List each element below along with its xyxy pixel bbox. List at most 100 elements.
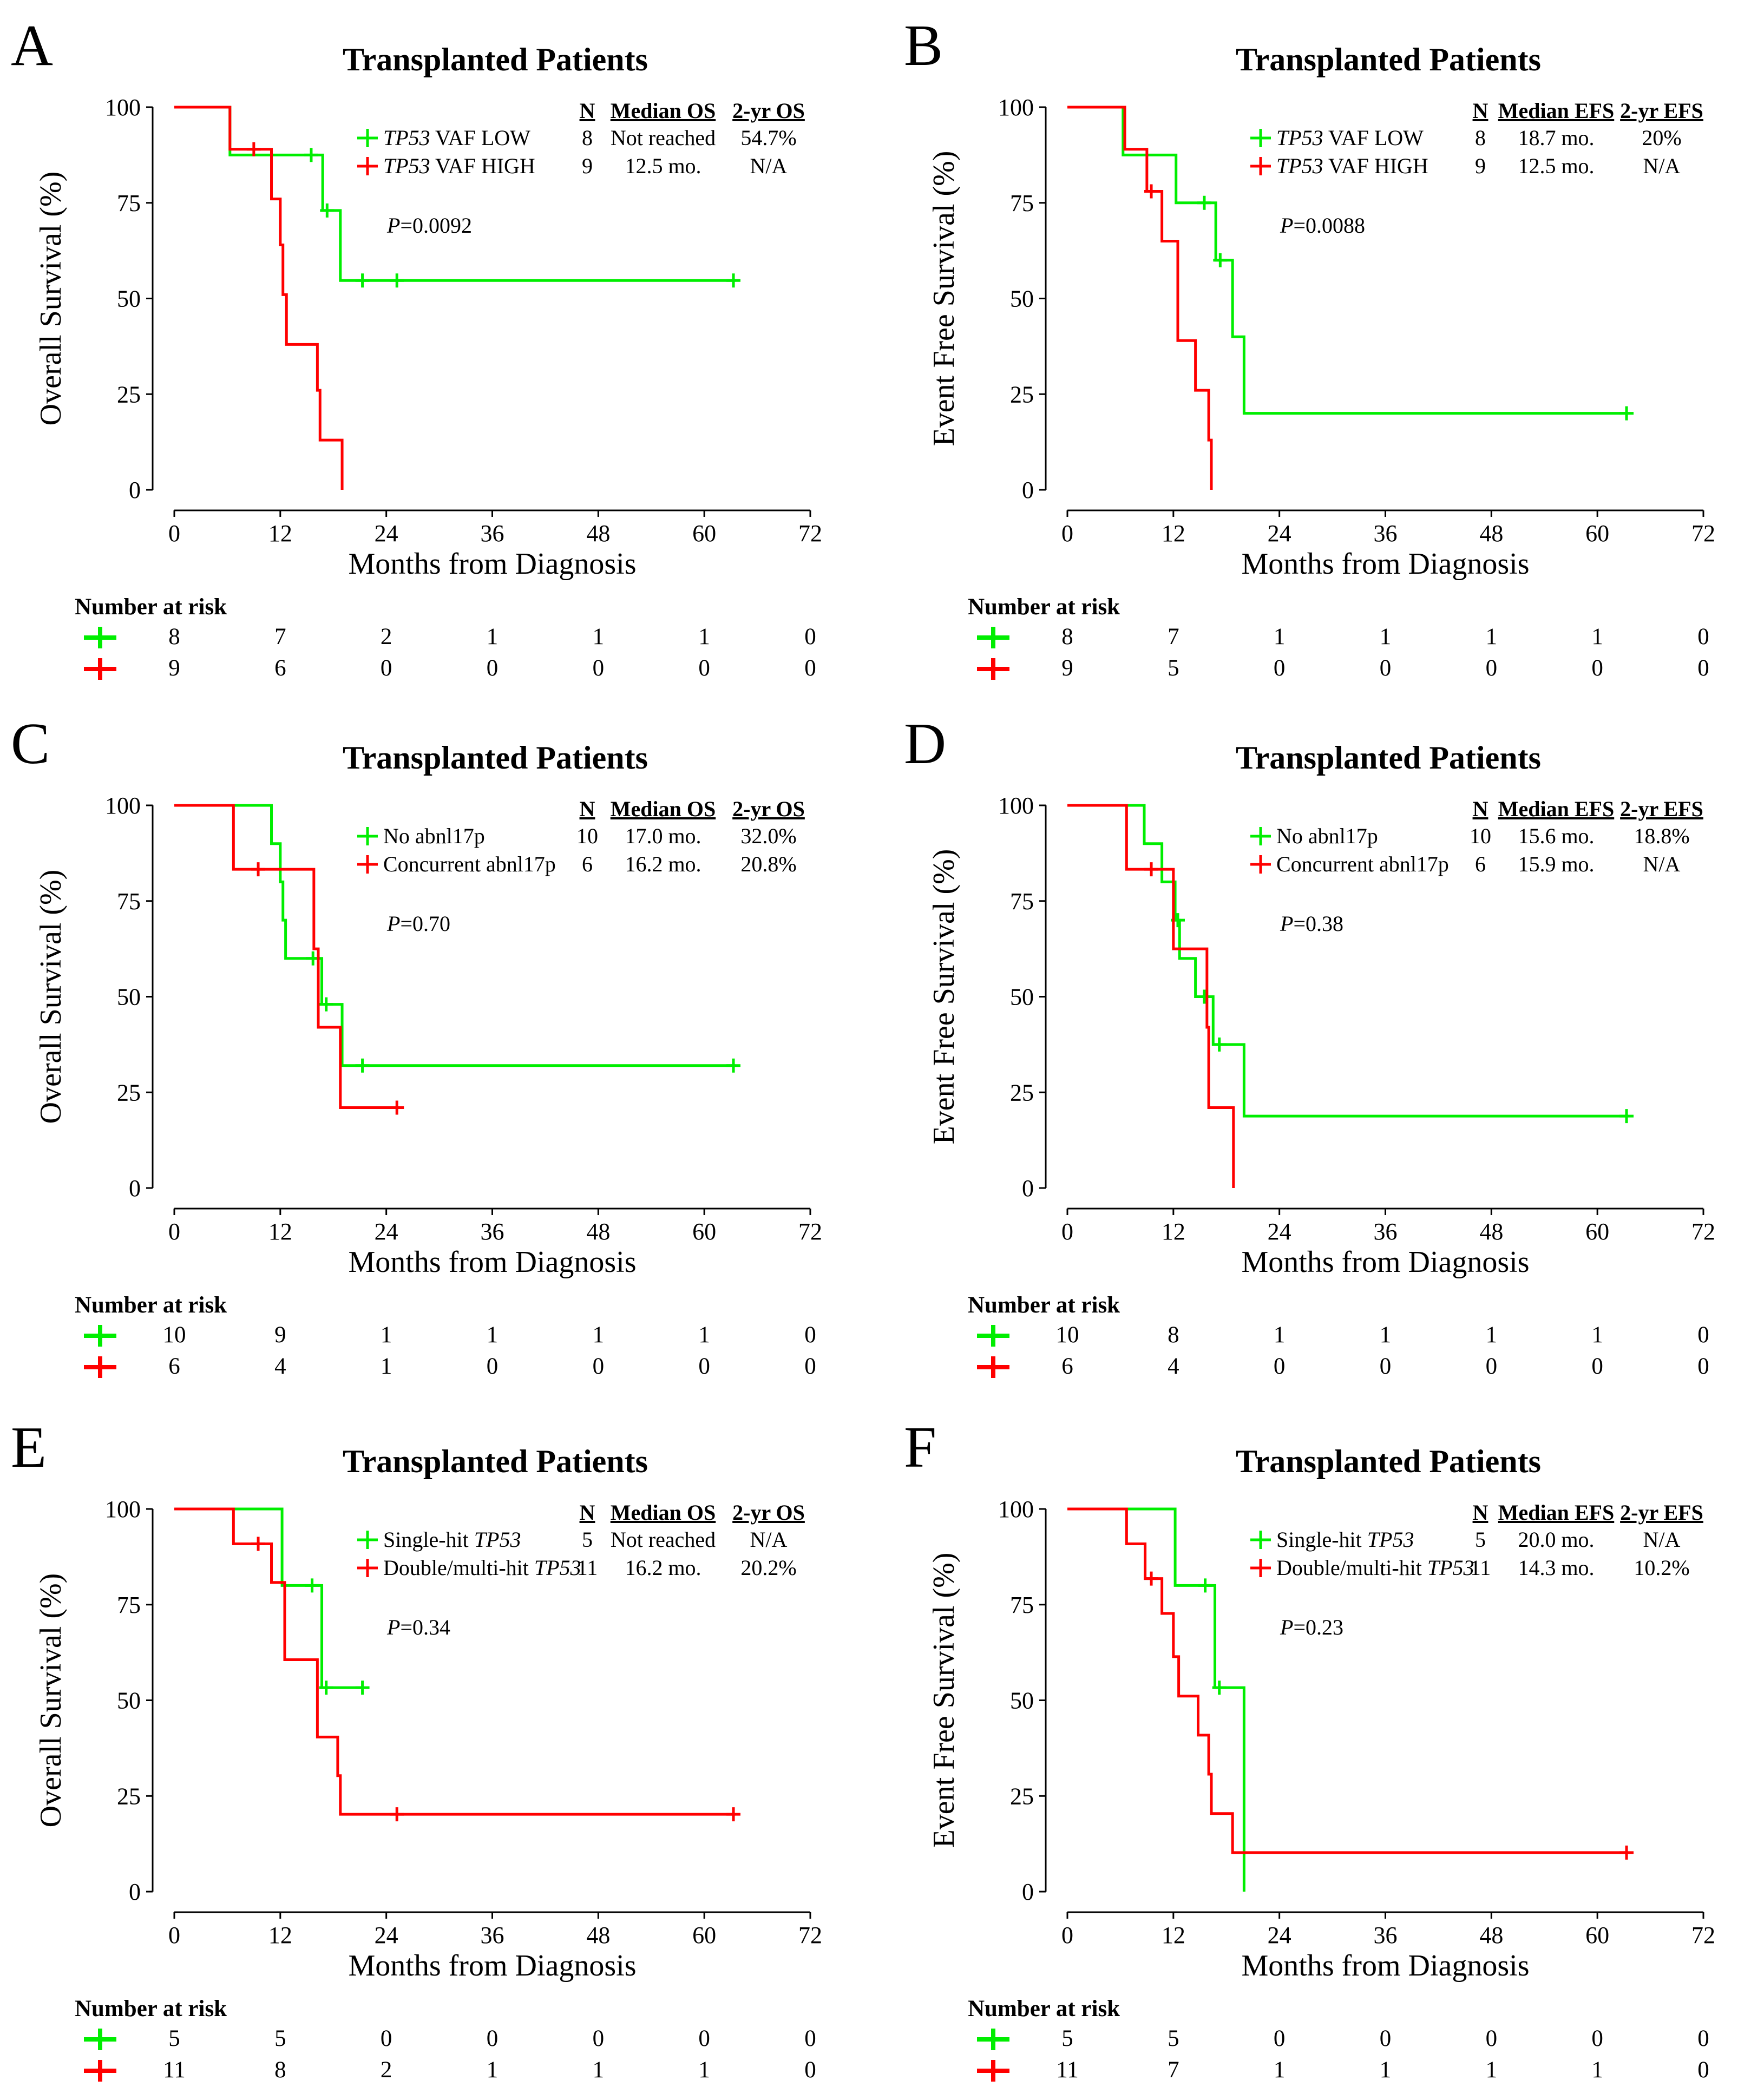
y-tick-label: 50: [1010, 1688, 1034, 1714]
legend-label-gene: TP53: [474, 1527, 521, 1552]
x-tick-label: 36: [1374, 1218, 1398, 1245]
stats-header: Median OS: [611, 797, 716, 821]
risk-count: 5: [1168, 655, 1179, 681]
survival-curve-green: [174, 804, 736, 1067]
legend-label-text: VAF LOW: [1323, 126, 1424, 150]
p-value-number: =0.23: [1293, 1615, 1343, 1639]
risk-count: 0: [381, 2026, 392, 2051]
risk-count: 0: [487, 655, 499, 681]
stats-value: 11: [577, 1556, 598, 1580]
risk-marker-green: [84, 627, 116, 648]
risk-count: 2: [381, 2057, 392, 2083]
risk-count: 6: [1061, 1354, 1073, 1379]
y-tick-label: 25: [1010, 1783, 1034, 1809]
y-tick-label: 25: [117, 1783, 141, 1809]
stats-header: Median EFS: [1498, 1500, 1614, 1525]
risk-count: 1: [1591, 1322, 1603, 1348]
risk-count: 0: [1380, 1354, 1392, 1379]
risk-count: 7: [1168, 624, 1179, 649]
risk-count: 5: [1061, 2026, 1073, 2051]
risk-marker-red: [84, 658, 116, 680]
p-value: P=0.38: [1280, 911, 1343, 936]
risk-count: 0: [804, 624, 816, 649]
risk-count: 5: [274, 2026, 286, 2051]
risk-count: 1: [1274, 1322, 1286, 1348]
risk-marker-green: [84, 2029, 116, 2050]
stats-value: 9: [582, 154, 593, 178]
risk-count: 0: [487, 1354, 499, 1379]
y-tick-label: 25: [117, 381, 141, 408]
stats-value: N/A: [1643, 154, 1681, 178]
stats-value: 20.8%: [740, 852, 796, 876]
stats-value: 6: [1475, 852, 1486, 876]
y-tick-label: 50: [117, 1688, 141, 1714]
risk-count: 0: [1697, 1354, 1709, 1379]
stats-value: 15.9 mo.: [1518, 852, 1594, 876]
panel-c: C Transplanted Patients 0 25 50 75 100 0 12 24 36 4…: [0, 698, 882, 1396]
stats-value: N/A: [1643, 852, 1681, 876]
survival-curve-green: [1067, 804, 1629, 1118]
legend-label-text: Single-hit: [1276, 1527, 1367, 1552]
risk-marker-green: [977, 2029, 1009, 2050]
y-tick-label: 75: [1010, 888, 1034, 915]
risk-count: 1: [1486, 1322, 1498, 1348]
stats-header: Median EFS: [1498, 797, 1614, 821]
y-tick-label: 100: [105, 94, 141, 121]
survival-curve-red: [1067, 804, 1235, 1188]
x-tick-label: 36: [481, 1922, 504, 1948]
x-tick-label: 72: [798, 1922, 822, 1948]
y-axis-label: Event Free Survival (%): [927, 151, 961, 447]
survival-curve-red: [1067, 106, 1213, 490]
legend-label: TP53 VAF HIGH: [1276, 154, 1428, 178]
stats-value: 32.0%: [740, 824, 796, 848]
risk-marker-green: [977, 1325, 1009, 1347]
panel-letter: E: [11, 1415, 47, 1480]
x-tick-label: 0: [1061, 520, 1073, 547]
stats-value: 20.0 mo.: [1518, 1527, 1594, 1552]
risk-count: 5: [1168, 2026, 1179, 2051]
stats-header: Median OS: [611, 1500, 716, 1525]
censor-mark-green: [305, 1578, 319, 1593]
legend-label: TP53 VAF LOW: [1276, 126, 1424, 150]
risk-count: 0: [1380, 655, 1392, 681]
risk-count: 0: [593, 655, 605, 681]
risk-count: 1: [1486, 2057, 1498, 2083]
p-value-symbol: P: [386, 213, 400, 238]
risk-count: 0: [698, 655, 710, 681]
censor-mark-green: [319, 997, 333, 1012]
stats-header: 2-yr EFS: [1620, 797, 1703, 821]
chart-title: Transplanted Patients: [343, 42, 648, 77]
x-axis-label: Months from Diagnosis: [1242, 1245, 1530, 1279]
risk-count: 1: [1380, 1322, 1392, 1348]
legend-label: TP53 VAF HIGH: [383, 154, 535, 178]
risk-count: 0: [1486, 2026, 1498, 2051]
risk-count: 0: [1486, 1354, 1498, 1379]
y-tick-label: 100: [998, 1496, 1034, 1522]
legend-label-text: Double/multi-hit: [383, 1556, 534, 1580]
censor-mark-green: [319, 1681, 333, 1695]
stats-value: 17.0 mo.: [625, 824, 701, 848]
x-tick-label: 12: [268, 1922, 292, 1948]
stats-value: 18.7 mo.: [1518, 126, 1594, 150]
stats-value: 9: [1475, 154, 1486, 178]
y-tick-label: 25: [1010, 381, 1034, 408]
stats-value: Not reached: [611, 1527, 716, 1552]
y-tick-label: 100: [105, 792, 141, 819]
legend-label-gene: TP53: [383, 126, 430, 150]
risk-count: 0: [381, 655, 392, 681]
risk-marker-red: [84, 1356, 116, 1378]
x-tick-label: 48: [586, 1218, 610, 1245]
chart-title: Transplanted Patients: [1236, 1443, 1541, 1479]
risk-count: 8: [274, 2057, 286, 2083]
y-tick-label: 100: [998, 94, 1034, 121]
y-tick-label: 0: [129, 1175, 141, 1202]
legend-marker-red: [357, 855, 378, 874]
legend-marker-red: [1250, 1559, 1271, 1577]
stats-header: Median OS: [611, 99, 716, 123]
panel-b: B Transplanted Patients 0 25 50 75 100 0 12 24 36 4…: [893, 0, 1764, 698]
legend-marker-green: [357, 129, 378, 147]
risk-count: 0: [698, 1354, 710, 1379]
censor-mark-red: [726, 1807, 741, 1822]
stats-value: Not reached: [611, 126, 716, 150]
